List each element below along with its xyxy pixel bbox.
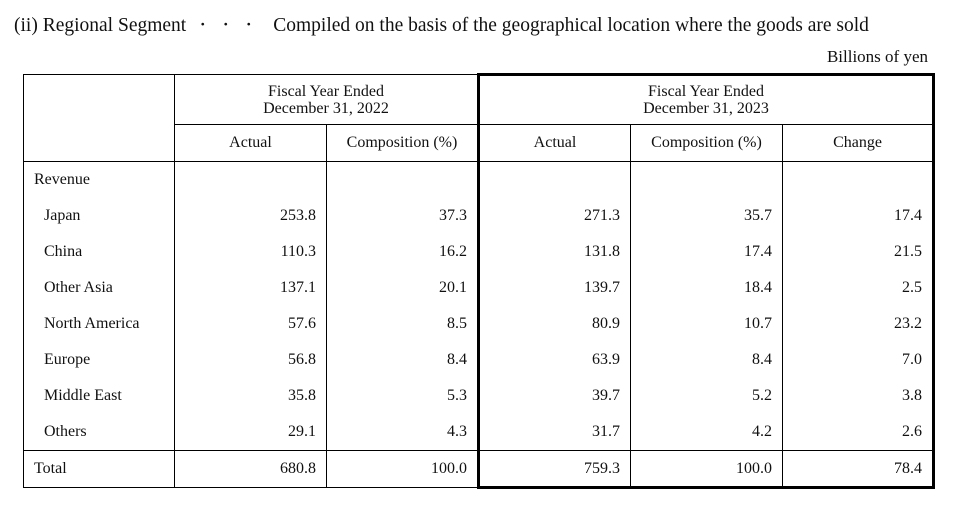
change: 2.6 (782, 414, 935, 451)
actual-2023: 31.7 (477, 414, 631, 451)
fy2023-header: Fiscal Year Ended December 31, 2023 (477, 73, 935, 125)
composition-2023: 18.4 (630, 270, 783, 306)
actual-2022: 35.8 (174, 378, 327, 414)
fy2022-header-line2: December 31, 2022 (263, 99, 389, 117)
fy2022-header-line1: Fiscal Year Ended (268, 82, 384, 100)
col-composition-2022: Composition (%) (326, 124, 479, 162)
empty-cell (782, 161, 935, 198)
table-row: China 110.3 16.2 131.8 17.4 21.5 (23, 234, 935, 270)
change: 17.4 (782, 198, 935, 234)
change: 3.8 (782, 378, 935, 414)
col-composition-2023: Composition (%) (630, 124, 783, 162)
total-row: Total 680.8 100.0 759.3 100.0 78.4 (23, 450, 935, 489)
composition-2022: 8.5 (326, 306, 479, 342)
actual-2022: 29.1 (174, 414, 327, 451)
region-label: China (23, 234, 175, 270)
actual-2022: 110.3 (174, 234, 327, 270)
composition-2023: 5.2 (630, 378, 783, 414)
table-row: Middle East 35.8 5.3 39.7 5.2 3.8 (23, 378, 935, 414)
actual-2023: 271.3 (477, 198, 631, 234)
total-composition-2023: 100.0 (630, 450, 783, 489)
region-label: Japan (23, 198, 175, 234)
empty-cell (174, 161, 327, 198)
table-row: Others 29.1 4.3 31.7 4.2 2.6 (23, 414, 935, 451)
section-label: Revenue (23, 161, 175, 198)
regional-revenue-table: Fiscal Year Ended December 31, 2022 Fisc… (23, 73, 935, 489)
table-row: North America 57.6 8.5 80.9 10.7 23.2 (23, 306, 935, 342)
actual-2022: 56.8 (174, 342, 327, 378)
region-rows: Japan 253.8 37.3 271.3 35.7 17.4 China 110.3 16.… (23, 198, 935, 451)
region-label: Europe (23, 342, 175, 378)
fy2022-header: Fiscal Year Ended December 31, 2022 (174, 74, 479, 125)
total-actual-2023: 759.3 (477, 450, 631, 489)
actual-2023: 80.9 (477, 306, 631, 342)
change: 23.2 (782, 306, 935, 342)
section-row: Revenue (23, 161, 935, 198)
table-body: Revenue (23, 161, 935, 198)
table-row: Other Asia 137.1 20.1 139.7 18.4 2.5 (23, 270, 935, 306)
total-label: Total (23, 450, 175, 488)
heading-prefix: (ii) Regional Segment (14, 15, 187, 36)
corner-cell (23, 74, 175, 162)
change: 21.5 (782, 234, 935, 270)
heading-separator: ・・・ (196, 17, 266, 32)
region-label: Others (23, 414, 175, 451)
composition-2023: 10.7 (630, 306, 783, 342)
change: 7.0 (782, 342, 935, 378)
region-label: North America (23, 306, 175, 342)
col-change: Change (782, 124, 935, 162)
composition-2022: 5.3 (326, 378, 479, 414)
composition-2022: 20.1 (326, 270, 479, 306)
composition-2022: 8.4 (326, 342, 479, 378)
total-actual-2022: 680.8 (174, 450, 327, 488)
actual-2023: 139.7 (477, 270, 631, 306)
fy2023-header-line2: December 31, 2023 (643, 100, 769, 117)
col-actual-2023: Actual (477, 124, 631, 162)
table-row: Japan 253.8 37.3 271.3 35.7 17.4 (23, 198, 935, 234)
composition-2022: 37.3 (326, 198, 479, 234)
actual-2022: 57.6 (174, 306, 327, 342)
change: 2.5 (782, 270, 935, 306)
composition-2022: 16.2 (326, 234, 479, 270)
total-composition-2022: 100.0 (326, 450, 479, 488)
composition-2023: 17.4 (630, 234, 783, 270)
actual-2022: 253.8 (174, 198, 327, 234)
unit-label: Billions of yen (826, 47, 928, 66)
heading-description: Compiled on the basis of the geographica… (273, 15, 869, 36)
empty-cell (630, 161, 783, 198)
region-label: Middle East (23, 378, 175, 414)
composition-2022: 4.3 (326, 414, 479, 451)
col-actual-2022: Actual (174, 124, 327, 162)
fy2023-header-line1: Fiscal Year Ended (648, 83, 764, 100)
empty-cell (326, 161, 479, 198)
composition-2023: 8.4 (630, 342, 783, 378)
section-heading: (ii) Regional Segment ・・・ Compiled on the … (14, 15, 869, 37)
actual-2022: 137.1 (174, 270, 327, 306)
table-row: Europe 56.8 8.4 63.9 8.4 7.0 (23, 342, 935, 378)
total-change: 78.4 (782, 450, 935, 489)
actual-2023: 39.7 (477, 378, 631, 414)
actual-2023: 63.9 (477, 342, 631, 378)
composition-2023: 35.7 (630, 198, 783, 234)
empty-cell (477, 161, 631, 198)
actual-2023: 131.8 (477, 234, 631, 270)
composition-2023: 4.2 (630, 414, 783, 451)
region-label: Other Asia (23, 270, 175, 306)
